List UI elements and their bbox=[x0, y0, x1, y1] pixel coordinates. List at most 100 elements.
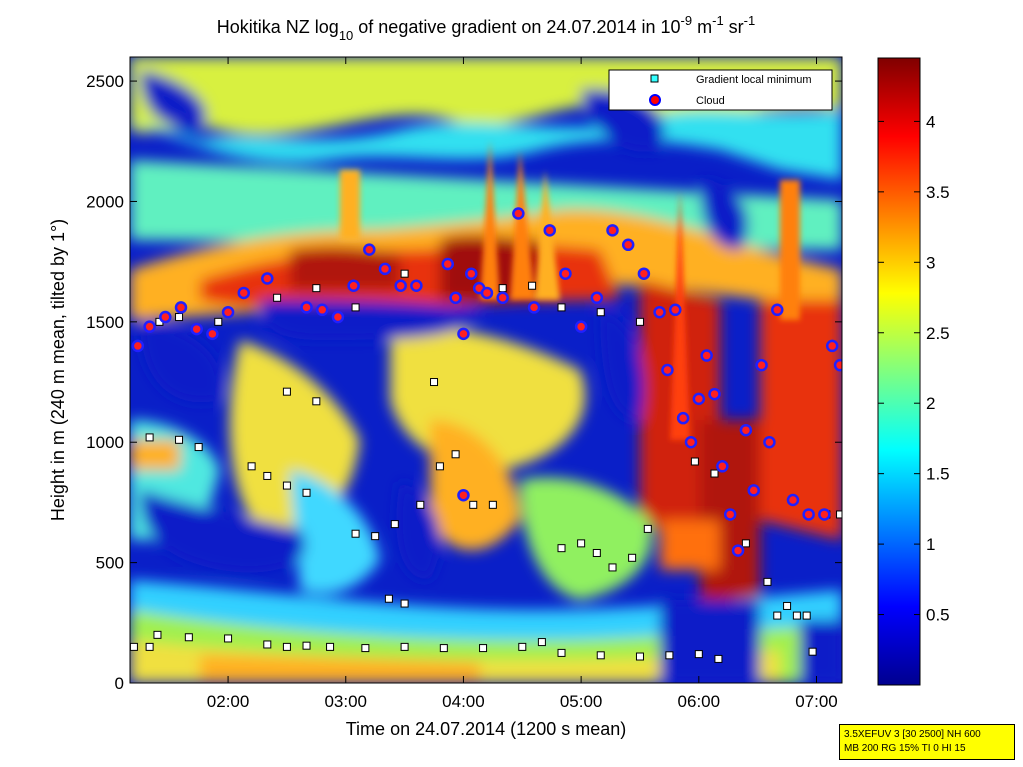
gradient-minimum-marker bbox=[302, 488, 311, 497]
gradient-minimum-marker bbox=[384, 594, 393, 603]
cloud-marker bbox=[825, 339, 839, 353]
cloud-marker bbox=[833, 358, 842, 372]
gradient-minimum-marker bbox=[694, 650, 703, 659]
cloud-marker bbox=[159, 310, 172, 324]
y-axis-label: Height in m (240 m mean, tilted by 1°) bbox=[48, 219, 68, 521]
gradient-minimum-marker bbox=[665, 651, 674, 660]
cloud-marker bbox=[363, 243, 376, 256]
cloud-marker bbox=[723, 508, 737, 521]
y-tick-label: 2500 bbox=[86, 72, 124, 91]
cloud-marker bbox=[684, 435, 698, 449]
gradient-minimum-marker bbox=[714, 654, 723, 663]
gradient-minimum-marker bbox=[528, 281, 537, 290]
cloud-marker bbox=[661, 363, 674, 377]
colorbar-tick-label: 3.5 bbox=[926, 183, 950, 202]
cloud-marker bbox=[755, 358, 768, 372]
title-sup-3: -1 bbox=[744, 13, 756, 28]
cloud-marker bbox=[590, 291, 604, 305]
gradient-minimum-marker bbox=[312, 284, 321, 293]
gradient-minimum-marker bbox=[710, 469, 719, 478]
gradient-minimum-marker bbox=[435, 462, 444, 471]
settings-line-1: 3.5XEFUV 3 [30 2500] NH 600 bbox=[844, 729, 981, 740]
gradient-minimum-marker bbox=[184, 633, 193, 642]
colorbar-tick-label: 1 bbox=[926, 535, 935, 554]
gradient-minimum-marker bbox=[247, 462, 256, 471]
cloud-marker bbox=[410, 279, 423, 292]
gradient-minimum-marker bbox=[400, 269, 409, 278]
gradient-minimum-marker bbox=[596, 308, 605, 317]
gradient-minimum-marker bbox=[302, 641, 311, 650]
gradient-minimum-marker bbox=[400, 642, 409, 651]
cloud-marker bbox=[621, 238, 635, 252]
gradient-minimum-marker bbox=[808, 647, 817, 656]
settings-info-box: 3.5XEFUV 3 [30 2500] NH 600 MB 200 RG 15… bbox=[839, 724, 1015, 760]
cloud-marker bbox=[315, 303, 329, 317]
markers-layer bbox=[130, 207, 842, 663]
gradient-minimum-marker bbox=[628, 553, 637, 562]
cloud-marker bbox=[543, 224, 556, 237]
plot-area bbox=[130, 57, 842, 683]
gradient-minimum-marker bbox=[792, 611, 801, 620]
cloud-marker bbox=[763, 435, 776, 449]
cloud-marker bbox=[700, 349, 713, 362]
cloud-marker bbox=[261, 272, 274, 285]
gradient-minimum-marker bbox=[557, 303, 566, 312]
gradient-minimum-marker bbox=[741, 539, 750, 548]
cloud-marker bbox=[708, 387, 721, 401]
title-sup-1: -9 bbox=[681, 13, 693, 28]
cloud-marker bbox=[653, 305, 666, 319]
cloud-marker bbox=[676, 411, 690, 425]
x-tick-label: 03:00 bbox=[324, 692, 367, 711]
gradient-minimum-marker bbox=[273, 293, 282, 302]
gradient-minimum-marker bbox=[479, 644, 488, 653]
gradient-minimum-marker bbox=[451, 450, 460, 459]
gradient-minimum-marker bbox=[537, 638, 546, 647]
gradient-minimum-marker bbox=[498, 284, 507, 293]
cloud-marker bbox=[441, 257, 455, 271]
colorbar-tick-label: 3 bbox=[926, 253, 935, 272]
gradient-minimum-marker bbox=[557, 544, 566, 553]
colorbar-tick-label: 2.5 bbox=[926, 324, 950, 343]
gradient-minimum-marker bbox=[263, 640, 272, 649]
y-tick-label: 500 bbox=[96, 554, 124, 573]
cloud-marker bbox=[457, 488, 470, 502]
gradient-minimum-marker bbox=[643, 524, 652, 533]
cloud-marker bbox=[747, 484, 760, 497]
cloud-marker bbox=[465, 267, 478, 280]
gradient-minimum-marker bbox=[282, 387, 291, 396]
gradient-minimum-marker bbox=[416, 500, 425, 509]
chart-title: Hokitika NZ log10 of negative gradient o… bbox=[217, 13, 755, 43]
gradient-minimum-marker bbox=[263, 471, 272, 480]
colorbar-tick-label: 4 bbox=[926, 112, 935, 131]
gradient-minimum-marker bbox=[400, 599, 409, 608]
plot-frame bbox=[129, 56, 843, 684]
gradient-minimum-marker bbox=[282, 642, 291, 651]
cloud-marker bbox=[331, 310, 345, 324]
gradient-minimum-marker bbox=[214, 317, 223, 326]
cloud-marker bbox=[457, 327, 470, 341]
cloud-marker bbox=[771, 303, 784, 317]
title-prefix: Hokitika NZ log bbox=[217, 17, 339, 37]
x-tick-label: 06:00 bbox=[678, 692, 721, 711]
cloud-marker bbox=[606, 224, 619, 237]
cloud-marker bbox=[527, 301, 541, 314]
gradient-minimum-marker bbox=[469, 500, 478, 509]
title-unit-sr: sr bbox=[724, 17, 744, 37]
gradient-minimum-marker bbox=[635, 317, 644, 326]
cloud-marker bbox=[237, 286, 251, 300]
gradient-minimum-marker bbox=[175, 313, 184, 322]
cloud-marker bbox=[637, 267, 651, 280]
gradient-minimum-marker bbox=[557, 648, 566, 657]
legend-label-minimum: Gradient local minimum bbox=[696, 74, 812, 86]
gradient-minimum-marker bbox=[361, 644, 370, 653]
heatmap-streaks bbox=[340, 140, 800, 440]
legend: Gradient local minimum Cloud bbox=[608, 69, 833, 111]
cloud-marker bbox=[731, 544, 745, 557]
gradient-minimum-marker bbox=[326, 642, 335, 651]
x-tick-label: 07:00 bbox=[795, 692, 838, 711]
cloud-marker bbox=[818, 508, 831, 521]
cloud-marker bbox=[174, 301, 188, 314]
gradient-minimum-marker bbox=[608, 563, 617, 572]
gradient-minimum-marker bbox=[282, 481, 291, 490]
gradient-minimum-marker bbox=[635, 652, 644, 661]
